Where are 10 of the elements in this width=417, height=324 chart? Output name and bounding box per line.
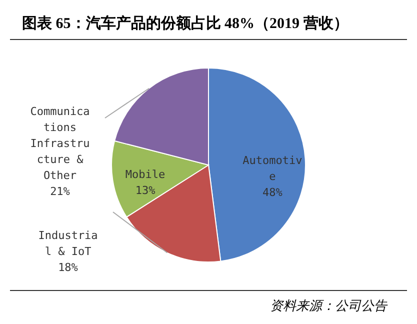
text: 资料来源：公司公告: [10, 290, 407, 315]
chart-title: 图表 65：汽车产品的份额占比 48%（2019 营收）: [10, 0, 407, 40]
data-label: 48%: [262, 186, 283, 199]
data-label: 21%: [50, 185, 70, 198]
slice-label: Industrial & IoT: [38, 229, 98, 258]
slice-label: Automotive: [242, 154, 303, 183]
data-label: 18%: [58, 261, 78, 274]
slice-label: Mobile: [125, 168, 166, 182]
slice-label: Communications Infrastructure & Other: [30, 105, 90, 182]
data-label: 13%: [135, 184, 156, 198]
